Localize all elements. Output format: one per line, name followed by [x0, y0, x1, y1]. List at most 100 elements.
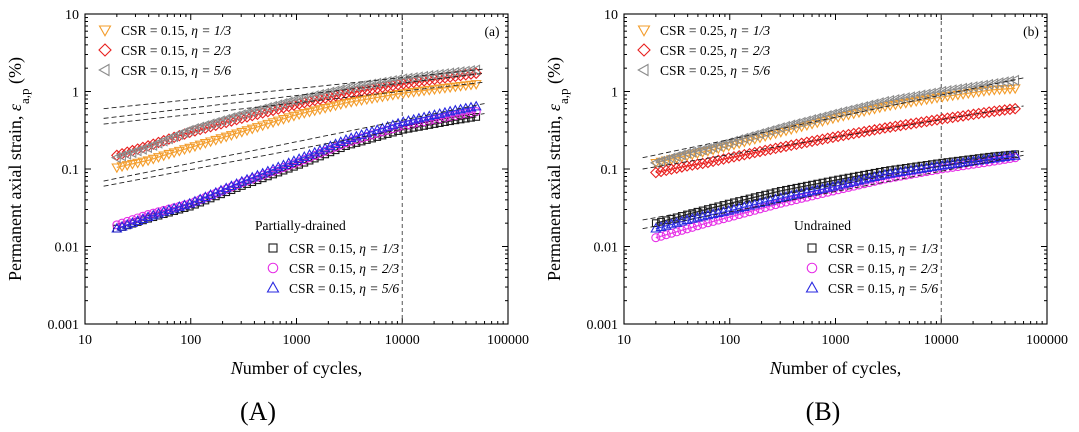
data-point [650, 166, 662, 179]
data-point [889, 120, 902, 133]
x-tick-label: 10 [78, 333, 92, 348]
data-point [650, 158, 662, 169]
data-point [461, 109, 471, 119]
x-tick-label: 10000 [924, 333, 959, 348]
data-point [686, 159, 699, 171]
data-point [847, 127, 860, 140]
data-point [873, 123, 886, 135]
data-point [760, 202, 770, 212]
data-point [683, 210, 691, 219]
plot-frame [84, 13, 509, 325]
data-point [863, 124, 876, 137]
data-point [952, 110, 964, 123]
data-point [755, 204, 765, 214]
data-point [456, 110, 466, 120]
data-point [842, 128, 855, 141]
data-point [941, 112, 954, 125]
x-axis-label: Number of cycles, [230, 358, 362, 378]
data-point [978, 106, 990, 119]
data-point [915, 116, 928, 129]
data-point [806, 135, 818, 148]
data-point [837, 129, 850, 142]
data-point [926, 114, 938, 127]
y-tick-label: 0.01 [594, 241, 619, 256]
y-tick-label: 0.01 [55, 241, 80, 256]
data-point [651, 219, 660, 228]
data-point [660, 164, 673, 177]
data-point [688, 209, 697, 218]
data-point [993, 104, 1006, 117]
data-point [853, 126, 865, 139]
data-point [127, 215, 137, 225]
data-point [827, 131, 839, 144]
legend-label: CSR = 0.15, η = 1/3 [828, 241, 938, 256]
series-square [112, 113, 481, 233]
legend-label: CSR = 0.25, η = 2/3 [660, 43, 770, 58]
data-point [133, 213, 143, 223]
data-point [676, 161, 688, 173]
data-point [687, 222, 697, 232]
y-tick-label: 1 [611, 86, 618, 101]
data-point [1009, 74, 1020, 86]
chart-panel-b: 10 100 1000 10000 100000 0.001 0.01 0.1 1 10 (b) CS… [544, 8, 1068, 426]
legend-title: Partially-drained [255, 218, 346, 233]
legend-marker [267, 262, 279, 274]
data-point [702, 156, 714, 169]
data-point [651, 233, 661, 243]
x-tick-label: 10 [617, 333, 631, 348]
series-curve [655, 79, 1016, 164]
series-curve [116, 83, 477, 169]
plot-area [103, 64, 485, 233]
data-point [765, 201, 775, 211]
chart-panel-a: 10 100 1000 10000 100000 0.001 0.01 0.1 1 10 (a) CS… [5, 8, 529, 426]
data-point [962, 109, 975, 121]
y-tick-label: 0.001 [48, 318, 80, 333]
y-axis-label-group: Permanent axial strain, εa,p (%) [5, 57, 32, 281]
series-triangle-left [649, 74, 1020, 169]
x-axis-label: Number of cycles, [769, 358, 901, 378]
legend-marker [98, 43, 112, 57]
legend-marker [98, 25, 112, 37]
y-tick-label: 0.1 [601, 163, 619, 178]
legend-label: CSR = 0.15, η = 5/6 [121, 63, 231, 78]
data-point [790, 138, 803, 151]
series-triangle-down [111, 80, 482, 174]
data-point [693, 207, 702, 216]
x-tick-label: 100 [180, 333, 201, 348]
data-point [811, 134, 824, 147]
y-tick-label: 1 [72, 86, 79, 101]
data-point [445, 112, 455, 122]
fit-line [103, 113, 485, 187]
data-point [750, 205, 760, 215]
data-point [677, 212, 686, 220]
x-tick-label: 100000 [487, 333, 529, 348]
data-point [717, 153, 730, 165]
panel-caption: (A) [240, 397, 276, 426]
data-point [759, 144, 772, 157]
data-point [801, 136, 813, 149]
data-point [781, 197, 791, 207]
y-axis-label: Permanent axial strain, εa,p (%) [5, 57, 32, 281]
legend-marker [637, 25, 651, 37]
legend-title: Undrained [794, 218, 851, 233]
legend-label: CSR = 0.15, η = 2/3 [289, 261, 399, 276]
data-point [719, 201, 728, 209]
panel-tag: (a) [485, 24, 500, 39]
data-point [821, 132, 834, 145]
plot-frame [623, 13, 1048, 325]
legend-label: CSR = 0.15, η = 5/6 [828, 281, 938, 296]
data-point [655, 165, 667, 178]
data-point [905, 118, 917, 130]
data-point [696, 157, 709, 170]
x-tick-label: 100000 [1026, 333, 1068, 348]
data-point [692, 221, 703, 231]
data-point [894, 119, 907, 132]
data-point [1004, 103, 1016, 116]
data-point [967, 108, 980, 121]
legend-marker [637, 43, 651, 57]
data-point [722, 152, 735, 164]
panel-tag: (b) [1023, 24, 1039, 39]
y-tick-label: 10 [65, 8, 79, 23]
data-point [1009, 149, 1021, 160]
legend-label: CSR = 0.15, η = 1/3 [289, 241, 399, 256]
